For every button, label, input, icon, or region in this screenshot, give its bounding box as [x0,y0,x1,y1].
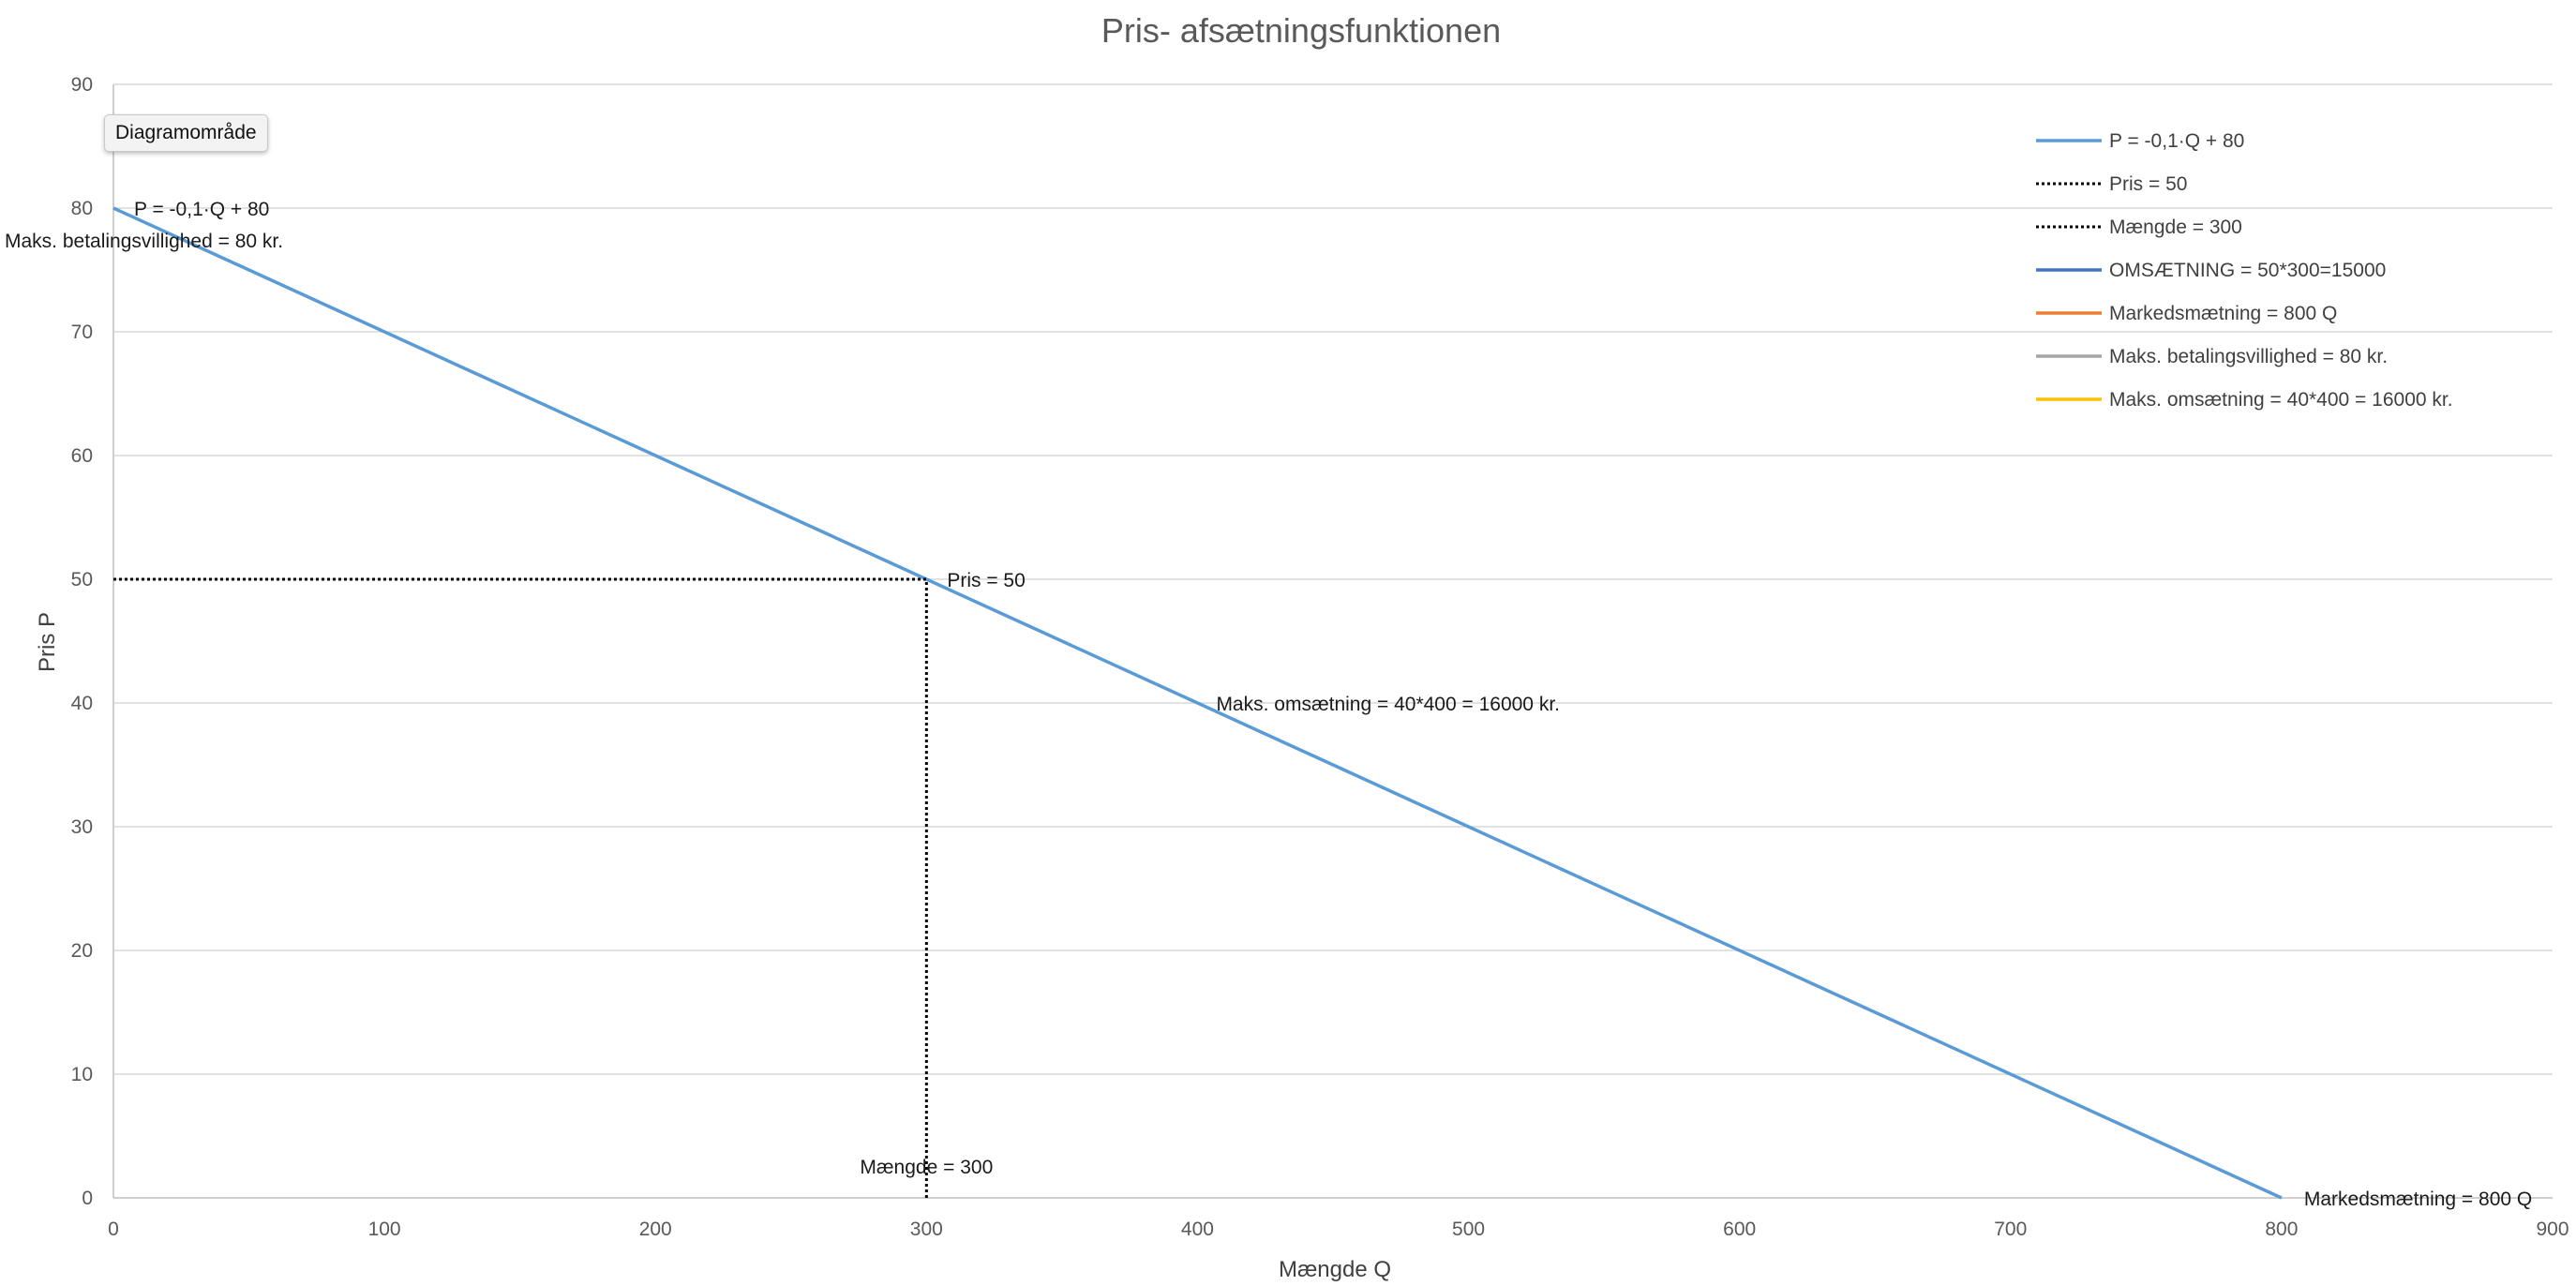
legend-label-3[interactable]: OMSÆTNING = 50*300=15000 [2109,260,2386,281]
chart-title: Pris- afsætningsfunktionen [1101,11,1501,50]
legend[interactable]: P = -0,1·Q + 80 Pris = 50 Mængde = 300 OMSÆ… [2036,130,2453,411]
data-label-1: Maks. betalingsvillighed = 80 kr. [5,231,283,252]
legend-label-0[interactable]: P = -0,1·Q + 80 [2109,130,2244,152]
y-tick-label: 10 [71,1064,93,1085]
legend-label-6[interactable]: Maks. omsætning = 40*400 = 16000 kr. [2109,389,2453,411]
x-tick-label: 0 [108,1219,119,1240]
data-label-5: Markedsmætning = 800 Q [2304,1189,2532,1210]
y-tick-label: 90 [71,74,93,96]
annotations: P = -0,1·Q + 80 Maks. betalingsvillighed … [5,199,2532,1210]
y-axis-title: Pris P [35,612,60,672]
x-tick-label: 200 [639,1219,672,1240]
legend-label-2[interactable]: Mængde = 300 [2109,217,2242,238]
x-tick-label: 600 [1723,1219,1756,1240]
y-tick-label: 40 [71,693,93,714]
x-tick-label: 800 [2265,1219,2298,1240]
data-label-0: P = -0,1·Q + 80 [134,199,269,220]
y-tick-label: 0 [82,1188,93,1209]
legend-label-1[interactable]: Pris = 50 [2109,173,2187,195]
y-tick-label: 20 [71,940,93,962]
chart-area-tooltip: Diagramområde [104,114,268,152]
data-label-4: Mængde = 300 [860,1157,993,1178]
y-tick-label: 60 [71,445,93,467]
y-tick-label: 70 [71,322,93,343]
x-tick-label: 400 [1181,1219,1214,1240]
legend-label-5[interactable]: Maks. betalingsvillighed = 80 kr. [2109,346,2388,367]
y-tick-label: 80 [71,198,93,219]
x-tick-label: 100 [368,1219,401,1240]
x-tick-label: 700 [1994,1219,2027,1240]
y-tick-label: 50 [71,569,93,591]
x-axis-title: Mængde Q [1279,1257,1391,1282]
series-line-0[interactable] [112,206,2283,1200]
series-group [112,206,2283,1200]
y-tick-label: 30 [71,816,93,838]
data-label-3: Maks. omsætning = 40*400 = 16000 kr. [1216,694,1560,715]
x-tick-label: 900 [2536,1219,2569,1240]
data-label-2: Pris = 50 [947,570,1025,591]
legend-label-4[interactable]: Markedsmætning = 800 Q [2109,303,2337,324]
x-tick-label: 500 [1452,1219,1485,1240]
x-tick-label: 300 [910,1219,943,1240]
